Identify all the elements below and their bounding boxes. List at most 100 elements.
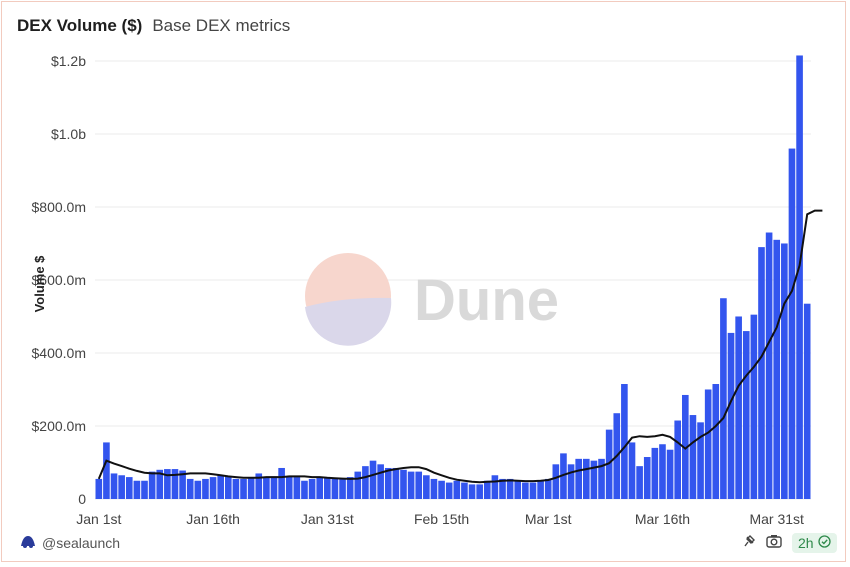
bar[interactable] (171, 469, 179, 499)
bar[interactable] (247, 477, 255, 499)
bar[interactable] (605, 429, 613, 499)
bar[interactable] (468, 484, 476, 499)
bar[interactable] (590, 460, 598, 499)
bar[interactable] (95, 478, 103, 499)
bar[interactable] (415, 471, 423, 499)
bar[interactable] (727, 332, 735, 499)
bar[interactable] (445, 482, 453, 499)
bar[interactable] (240, 478, 247, 499)
bar[interactable] (720, 298, 727, 499)
bar[interactable] (544, 478, 552, 499)
bar[interactable] (598, 458, 605, 499)
bar[interactable] (392, 467, 400, 499)
bar[interactable] (666, 449, 674, 499)
bar[interactable] (522, 482, 529, 499)
y-tick-label: $400.0m (32, 345, 86, 361)
bar[interactable] (384, 467, 392, 499)
bar[interactable] (636, 466, 643, 499)
bar[interactable] (483, 480, 491, 499)
bar[interactable] (735, 316, 742, 499)
bar[interactable] (742, 331, 750, 499)
bar[interactable] (301, 480, 308, 499)
bar[interactable] (324, 477, 331, 499)
bar[interactable] (278, 467, 285, 499)
bar[interactable] (682, 394, 689, 499)
footer-author[interactable]: @sealaunch (20, 534, 120, 551)
camera-icon[interactable] (766, 534, 782, 553)
bar[interactable] (704, 389, 712, 499)
bar[interactable] (209, 477, 217, 499)
bar[interactable] (537, 480, 544, 499)
bar[interactable] (103, 442, 110, 499)
bar[interactable] (552, 464, 560, 499)
bar[interactable] (133, 480, 141, 499)
bar[interactable] (773, 239, 781, 499)
bar[interactable] (339, 478, 346, 499)
bar[interactable] (423, 475, 430, 499)
bar[interactable] (453, 480, 461, 499)
bar[interactable] (796, 55, 803, 499)
bar[interactable] (697, 422, 704, 499)
bar[interactable] (354, 471, 362, 499)
bar[interactable] (461, 482, 468, 499)
bar[interactable] (224, 476, 232, 499)
bar[interactable] (430, 478, 438, 499)
bar[interactable] (362, 466, 369, 499)
bar[interactable] (621, 384, 628, 499)
bar[interactable] (194, 480, 202, 499)
bar[interactable] (689, 415, 697, 499)
y-tick-label: 0 (78, 491, 86, 507)
bar[interactable] (575, 458, 582, 499)
bar[interactable] (377, 464, 384, 499)
bar[interactable] (217, 475, 224, 499)
bar[interactable] (331, 478, 339, 499)
bar[interactable] (643, 457, 651, 499)
bar[interactable] (803, 303, 811, 499)
bar[interactable] (125, 477, 133, 499)
bar[interactable] (582, 458, 590, 499)
bar[interactable] (255, 473, 263, 499)
bar[interactable] (186, 478, 194, 499)
bar[interactable] (628, 442, 636, 499)
bar[interactable] (781, 243, 788, 499)
bar[interactable] (148, 471, 156, 499)
bar[interactable] (118, 475, 125, 499)
bar[interactable] (164, 469, 171, 499)
bar[interactable] (156, 469, 164, 499)
bar[interactable] (270, 476, 278, 499)
bar[interactable] (659, 444, 666, 499)
bar[interactable] (499, 478, 506, 499)
bar[interactable] (765, 232, 773, 499)
bar[interactable] (514, 480, 522, 499)
bar[interactable] (758, 247, 765, 499)
refresh-age-badge[interactable]: 2h (792, 533, 837, 553)
bar[interactable] (316, 477, 324, 499)
bar[interactable] (285, 476, 293, 499)
bar[interactable] (712, 384, 720, 499)
pin-icon[interactable] (742, 534, 756, 553)
bar[interactable] (308, 478, 316, 499)
x-tick-label: Jan 31st (301, 511, 354, 527)
bar[interactable] (506, 478, 514, 499)
bar[interactable] (750, 314, 758, 499)
bar[interactable] (560, 453, 567, 499)
bar[interactable] (369, 460, 377, 499)
bar[interactable] (529, 482, 537, 499)
bar[interactable] (567, 464, 575, 499)
bar[interactable] (407, 471, 415, 499)
bar[interactable] (491, 475, 499, 499)
bar[interactable] (232, 478, 240, 499)
bar[interactable] (202, 478, 209, 499)
bar[interactable] (438, 480, 445, 499)
bar[interactable] (293, 477, 301, 499)
bar[interactable] (346, 477, 354, 499)
bar[interactable] (141, 480, 148, 499)
bar[interactable] (651, 447, 659, 499)
bar[interactable] (110, 473, 118, 499)
bar[interactable] (400, 469, 407, 499)
bar[interactable] (674, 420, 682, 499)
bar[interactable] (476, 484, 483, 499)
bar[interactable] (179, 470, 186, 499)
bar[interactable] (263, 477, 270, 499)
bar[interactable] (788, 148, 796, 499)
